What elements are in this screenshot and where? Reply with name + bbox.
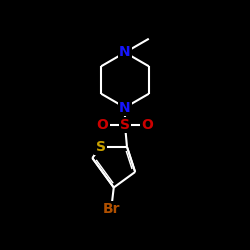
Text: S: S	[120, 118, 130, 132]
Text: O: O	[142, 118, 154, 132]
Text: Br: Br	[102, 202, 120, 216]
Text: N: N	[119, 100, 131, 114]
Text: O: O	[96, 118, 108, 132]
Text: N: N	[119, 46, 131, 60]
Text: S: S	[96, 140, 106, 154]
